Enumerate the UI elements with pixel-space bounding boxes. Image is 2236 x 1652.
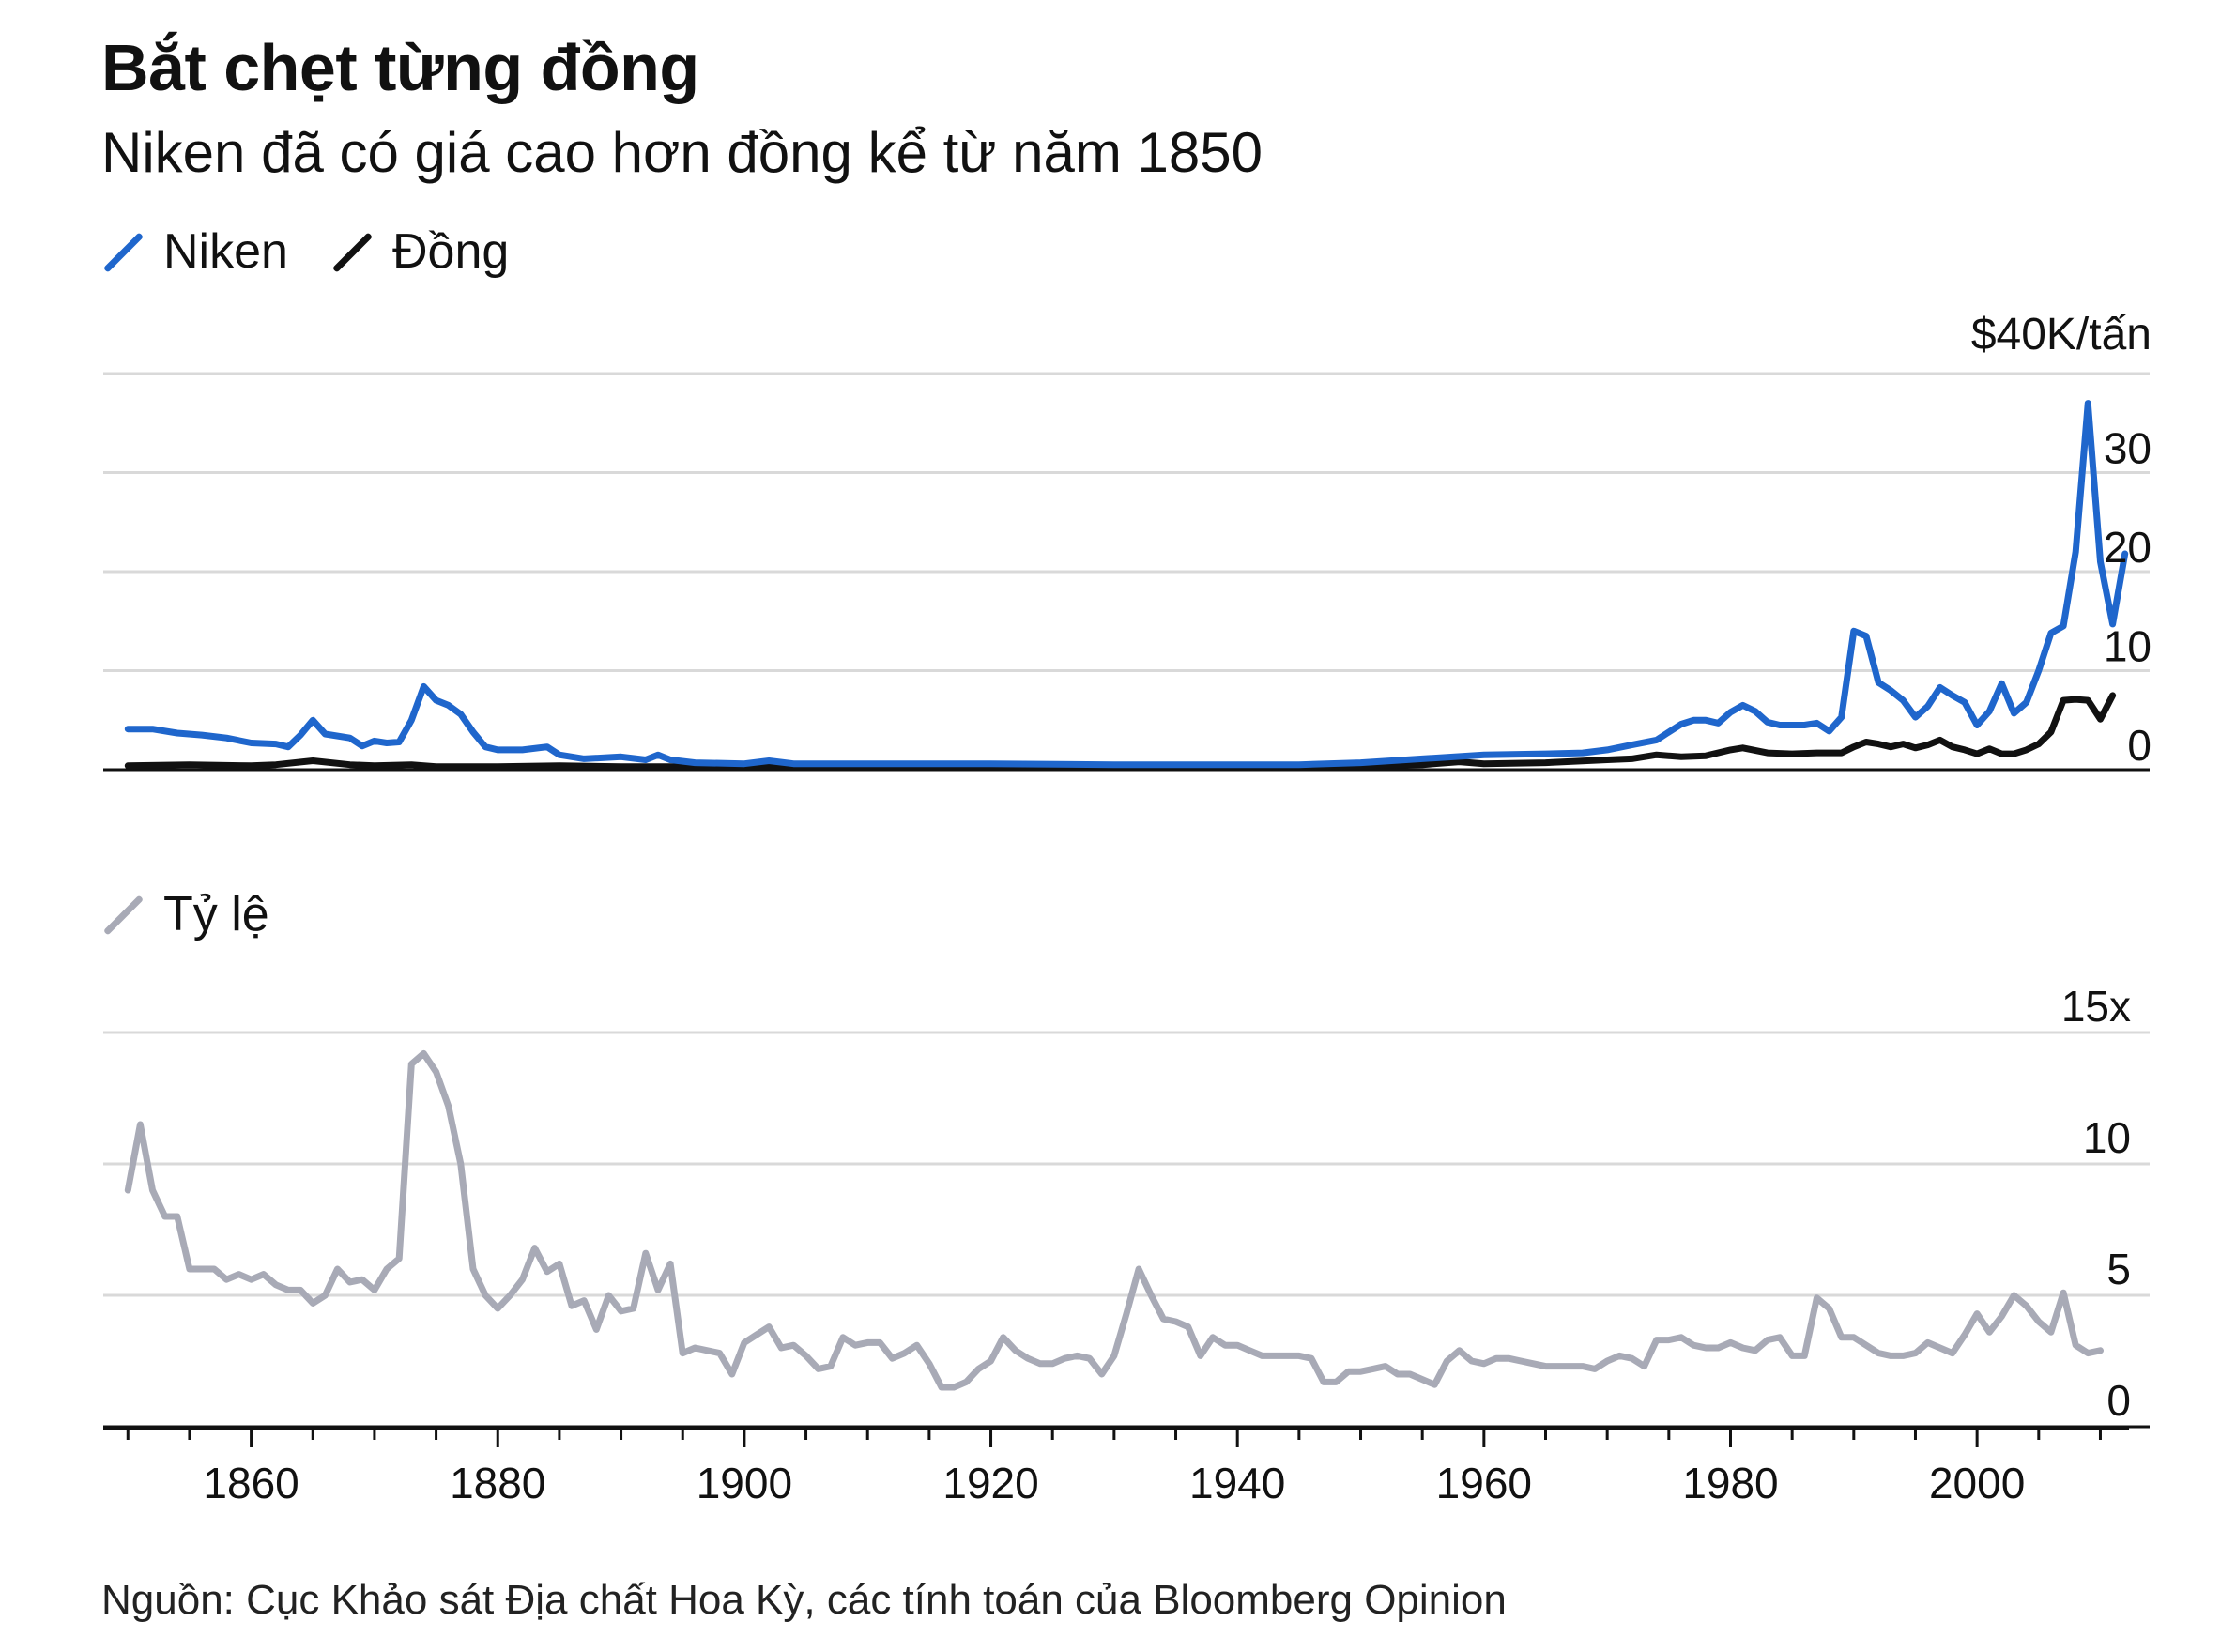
y-tick-label: 10 <box>2083 1113 2131 1162</box>
x-axis: 1860 1880 1900 1920 1940 1960 1980 2000 <box>103 1427 2129 1507</box>
series-line-ratio <box>124 1049 2104 1391</box>
source-note: Nguồn: Cục Khảo sát Địa chất Hoa Kỳ, các… <box>101 1577 1507 1623</box>
y-tick-label: 15x <box>2061 982 2131 1031</box>
y-unit-label: $40K/tấn <box>1971 310 2152 359</box>
legend-nickel: Niken <box>101 223 288 280</box>
x-tick-label: 1920 <box>942 1459 1038 1507</box>
legend-copper-label: Đồng <box>392 224 510 279</box>
y-tick-label: 10 <box>2104 622 2152 671</box>
y-tick-label: 0 <box>2127 721 2152 770</box>
y-tick-label: 0 <box>2106 1376 2131 1425</box>
y-tick-label: 30 <box>2104 424 2152 473</box>
y-tick-label: 20 <box>2104 523 2152 572</box>
legend-copper: Đồng <box>330 223 509 280</box>
x-tick-label: 1960 <box>1436 1459 1532 1507</box>
top-panel-y-labels: 0 10 20 30 $40K/tấn <box>1971 310 2152 770</box>
chart-subtitle: Niken đã có giá cao hơn đồng kể từ năm 1… <box>101 121 1263 184</box>
bottom-panel-grid <box>103 1031 2150 1429</box>
legend-nickel-label: Niken <box>163 224 288 279</box>
bottom-panel-series <box>124 1049 2104 1391</box>
legend-ratio: Tỷ lệ <box>101 886 269 942</box>
top-panel-series <box>124 400 2129 771</box>
x-tick-label: 1900 <box>697 1459 792 1507</box>
bottom-panel-y-labels: 0 5 10 15x <box>2061 982 2131 1425</box>
x-tick-label: 1880 <box>450 1459 545 1507</box>
chart-title: Bắt chẹt từng đồng <box>101 31 699 104</box>
series-line-nickel <box>124 400 2129 769</box>
x-tick-label: 1860 <box>203 1459 299 1507</box>
series-line-copper <box>124 692 2117 771</box>
x-tick-label: 1980 <box>1682 1459 1778 1507</box>
legend-ratio-label: Tỷ lệ <box>163 887 269 941</box>
x-tick-label: 1940 <box>1189 1459 1285 1507</box>
x-tick-label: 2000 <box>1929 1459 2025 1507</box>
y-tick-label: 5 <box>2106 1245 2131 1293</box>
